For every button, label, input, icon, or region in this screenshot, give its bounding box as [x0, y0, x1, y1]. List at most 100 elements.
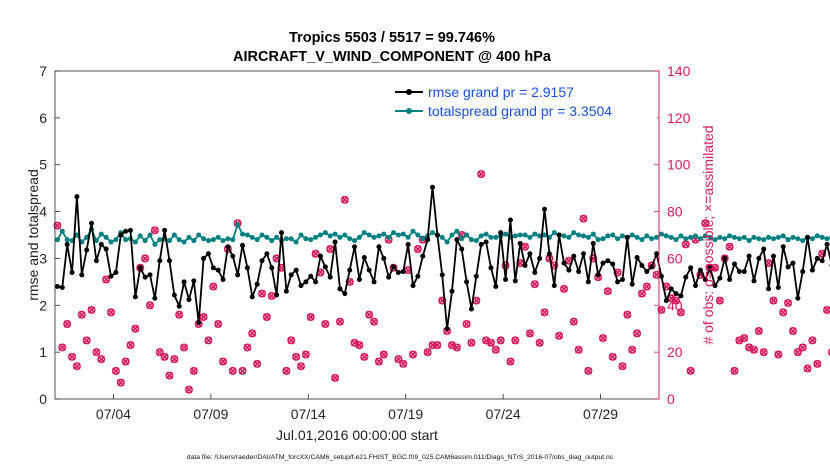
obs-assimilated-point — [633, 329, 641, 337]
obs-possible-point — [584, 366, 593, 375]
spread-point — [293, 239, 299, 245]
legend-spread-label: totalspread grand pr = 3.3504 — [428, 103, 612, 119]
obs-possible-point — [618, 362, 627, 371]
obs-assimilated-point — [570, 318, 578, 326]
spread-point — [332, 231, 338, 237]
obs-possible-point — [579, 214, 588, 223]
obs-assimilated-point — [511, 336, 519, 344]
y-tick-label: 4 — [39, 204, 47, 220]
rmse-point — [176, 303, 182, 309]
obs-assimilated-point — [321, 320, 329, 328]
obs-assimilated-point — [521, 243, 529, 251]
obs-assimilated-point — [711, 264, 719, 272]
obs-assimilated-point — [287, 336, 295, 344]
y-axis-label: rmse and totalspread — [25, 169, 41, 301]
rmse-point — [215, 267, 221, 273]
rmse-point — [722, 255, 728, 261]
spread-point — [215, 234, 221, 240]
obs-possible-point — [477, 170, 486, 179]
rmse-point — [142, 274, 148, 280]
obs-possible-point — [676, 308, 685, 317]
rmse-point — [376, 244, 382, 250]
rmse-point — [595, 272, 601, 278]
rmse-point — [59, 284, 65, 290]
legend: rmse grand pr = 2.9157 totalspread grand… — [391, 82, 657, 122]
spread-point — [205, 238, 211, 244]
spread-point — [147, 232, 153, 238]
spread-point — [93, 238, 99, 244]
rmse-point — [537, 255, 543, 261]
obs-possible-point — [131, 324, 140, 333]
spread-point — [123, 237, 129, 243]
rmse-point — [600, 260, 606, 266]
rmse-point — [264, 251, 270, 257]
rmse-point — [132, 294, 138, 300]
spread-point — [532, 231, 538, 237]
obs-assimilated-point — [180, 343, 188, 352]
obs-possible-point — [219, 357, 228, 366]
rmse-point — [108, 273, 114, 279]
rmse-point — [473, 273, 479, 279]
obs-assimilated-point — [799, 343, 807, 352]
rmse-point — [566, 267, 572, 273]
rmse-point — [766, 286, 772, 292]
spread-point — [571, 230, 577, 236]
x-tick-label: 07/29 — [583, 406, 618, 422]
spread-point — [371, 234, 377, 240]
spread-point — [814, 233, 820, 239]
obs-assimilated-point — [638, 290, 646, 298]
rmse-point — [605, 258, 611, 264]
x-tick-label: 07/09 — [193, 406, 228, 422]
obs-assimilated-point — [735, 336, 743, 344]
obs-assimilated-point — [365, 311, 373, 319]
obs-assimilated-point — [370, 318, 378, 326]
obs-assimilated-point — [238, 367, 247, 375]
obs-assimilated-point — [297, 362, 305, 370]
obs-assimilated-point — [667, 294, 675, 302]
spread-point — [386, 234, 392, 240]
rmse-point — [54, 284, 60, 290]
spread-point — [244, 232, 250, 238]
rmse-point — [649, 264, 655, 270]
obs-assimilated-point — [609, 353, 617, 361]
spread-point — [254, 237, 260, 243]
rmse-point — [483, 239, 489, 245]
spread-point — [697, 236, 703, 242]
spread-point — [483, 231, 489, 237]
rmse-point — [571, 253, 577, 259]
obs-assimilated-point — [399, 360, 407, 368]
obs-possible-point — [340, 195, 349, 204]
obs-possible-point — [335, 317, 344, 326]
rmse-point — [663, 298, 669, 304]
obs-assimilated-point — [282, 367, 290, 375]
rmse-point — [152, 295, 158, 301]
spread-point — [235, 222, 241, 228]
y2-tick-label: 60 — [667, 250, 683, 266]
spread-point — [171, 232, 177, 238]
rmse-point — [444, 326, 450, 332]
obs-possible-point — [642, 282, 651, 291]
obs-possible-point — [87, 305, 96, 314]
y-tick-label: 6 — [39, 110, 47, 126]
obs-assimilated-point — [219, 357, 227, 366]
legend-rmse-label: rmse grand pr = 2.9157 — [428, 84, 574, 100]
rmse-point — [201, 255, 207, 261]
rmse-point — [313, 279, 319, 285]
spread-point — [210, 237, 216, 243]
obs-assimilated-point — [448, 341, 456, 349]
spread-point — [673, 237, 679, 243]
spread-point — [600, 236, 606, 242]
spread-point — [356, 234, 362, 240]
rmse-point — [488, 265, 494, 271]
obs-assimilated-point — [214, 320, 222, 328]
obs-assimilated-point — [414, 245, 422, 253]
spread-point — [274, 234, 280, 240]
obs-assimilated-point — [765, 259, 773, 267]
obs-assimilated-point — [628, 346, 636, 354]
spread-point — [444, 239, 450, 245]
obs-possible-point — [365, 310, 374, 319]
y2-tick-label: 20 — [667, 344, 683, 360]
rmse-point — [283, 288, 289, 294]
spread-point — [54, 237, 60, 243]
spread-point — [775, 234, 781, 240]
